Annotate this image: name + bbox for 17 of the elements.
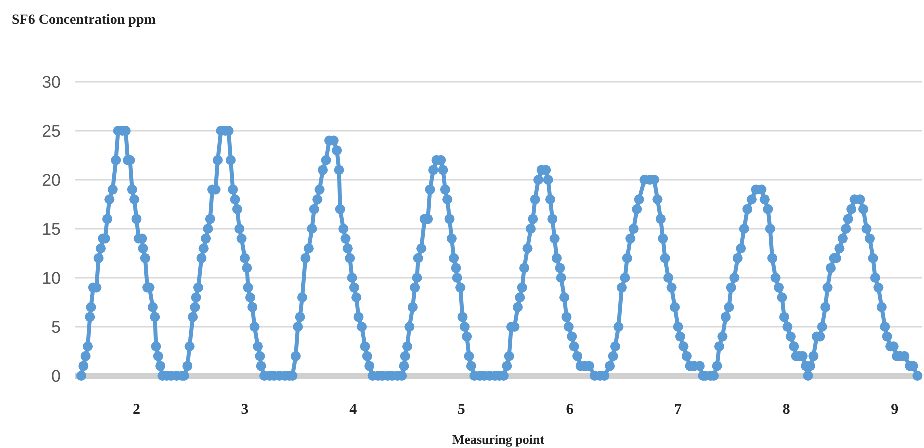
x-tick-label: 9: [891, 402, 899, 418]
x-tick-label: 8: [782, 402, 790, 418]
y-tick-label: 20: [42, 170, 61, 190]
x-axis-title: Measuring point: [452, 432, 546, 447]
x-tick-label: 4: [350, 402, 358, 418]
x-tick-label: 2: [132, 402, 140, 418]
y-tick-label: 5: [52, 318, 61, 337]
y-axis-title: SF6 Concentration ppm: [12, 13, 156, 28]
x-tick-label: 6: [566, 402, 574, 418]
y-tick-label: 0: [52, 366, 61, 386]
x-tick-label: 5: [458, 402, 466, 418]
y-tick-label: 25: [42, 122, 61, 141]
x-tick-label: 3: [241, 402, 249, 418]
y-tick-label: 15: [42, 220, 61, 239]
x-tick-label: 7: [674, 402, 683, 418]
y-tick-label: 30: [42, 72, 61, 92]
y-tick-label: 10: [42, 268, 61, 288]
